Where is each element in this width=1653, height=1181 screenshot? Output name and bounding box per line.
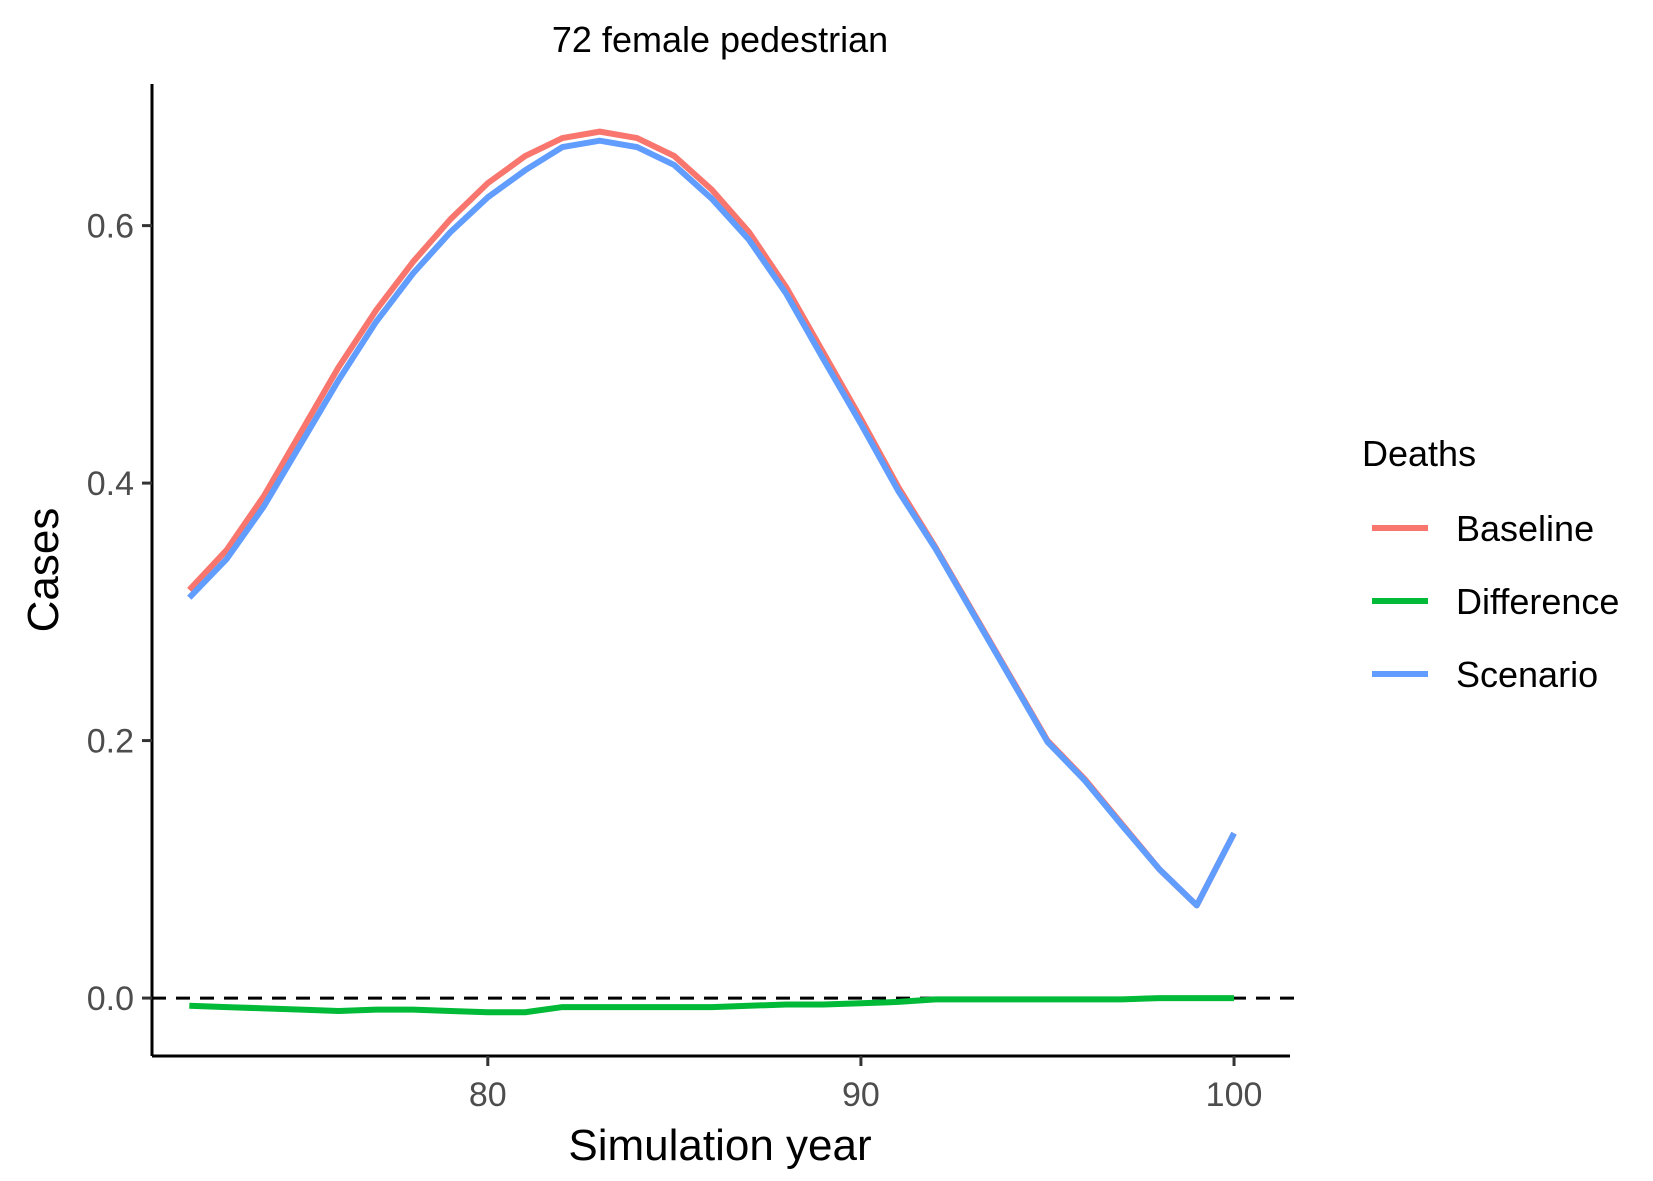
y-tick-label: 0.6	[87, 208, 134, 246]
legend-title: Deaths	[1362, 433, 1476, 474]
legend-label-difference: Difference	[1456, 581, 1619, 622]
legend-item-difference: Difference	[1372, 581, 1619, 622]
x-axis-ticks: 80 90 100	[469, 1056, 1263, 1114]
legend: Deaths Baseline Difference Scenario	[1362, 433, 1619, 695]
y-tick-label: 0.4	[87, 465, 134, 503]
legend-item-scenario: Scenario	[1372, 654, 1598, 695]
series-baseline	[187, 128, 1237, 909]
series-layer	[187, 128, 1237, 1016]
y-tick-label: 0.2	[87, 723, 134, 761]
x-axis-title: Simulation year	[568, 1121, 871, 1170]
y-tick-label: 0.0	[87, 980, 134, 1018]
series-line-difference	[189, 995, 1235, 1016]
x-tick-label: 100	[1206, 1076, 1263, 1114]
x-tick-label: 80	[469, 1076, 507, 1114]
series-difference	[189, 995, 1235, 1016]
y-axis-ticks: 0.0 0.2 0.4 0.6	[87, 208, 152, 1018]
series-line-baseline	[187, 128, 1237, 909]
legend-label-scenario: Scenario	[1456, 654, 1598, 695]
plot-area: 0.0 0.2 0.4 0.6 80 90 100	[87, 84, 1296, 1114]
series-line-scenario	[187, 137, 1237, 909]
x-tick-label: 90	[842, 1076, 880, 1114]
series-scenario	[187, 137, 1237, 909]
legend-label-baseline: Baseline	[1456, 508, 1594, 549]
y-axis-title: Cases	[19, 508, 68, 633]
legend-entries: Baseline Difference Scenario	[1372, 508, 1619, 695]
legend-item-baseline: Baseline	[1372, 508, 1594, 549]
chart-title: 72 female pedestrian	[552, 19, 888, 60]
